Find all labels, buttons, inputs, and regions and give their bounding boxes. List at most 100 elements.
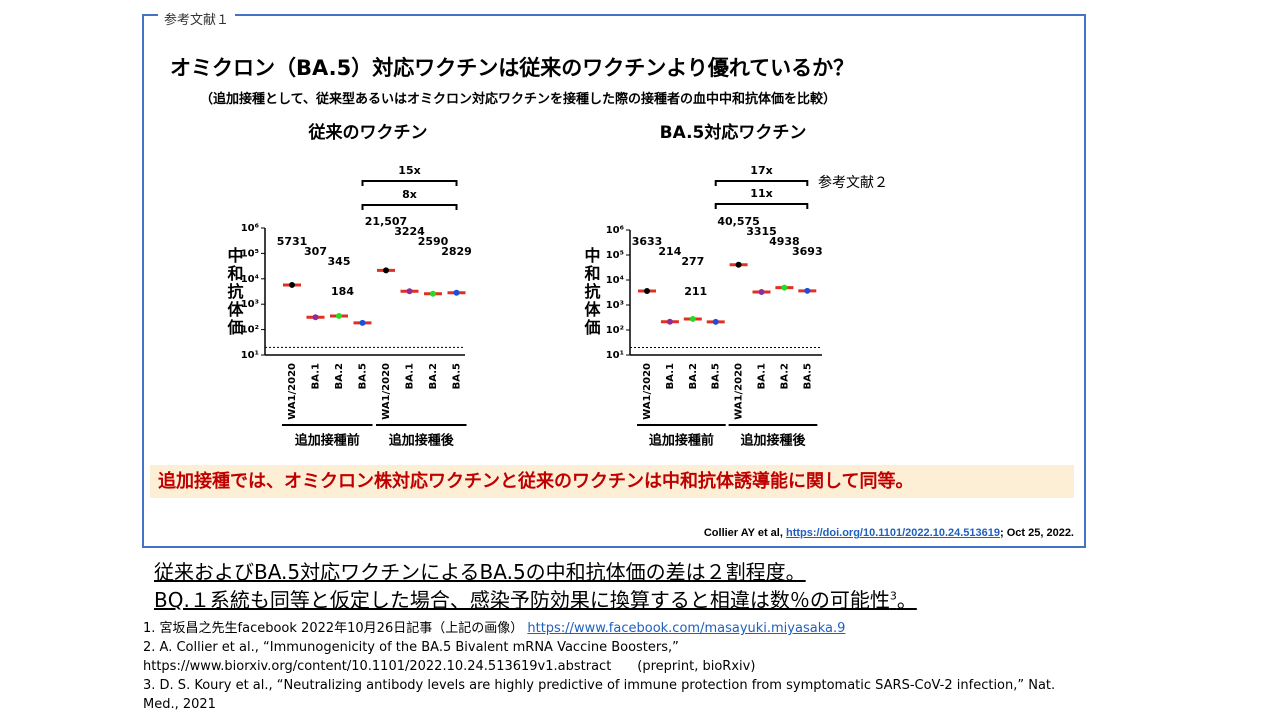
x-tick-label: BA.5 bbox=[711, 363, 722, 389]
y-tick-label: 10⁴ bbox=[241, 274, 259, 285]
group-dot bbox=[383, 267, 389, 274]
value-label: 345 bbox=[328, 255, 351, 268]
comparison-bracket bbox=[714, 180, 809, 186]
summary-2-text: BQ.１系統も同等と仮定した場合、感染予防効果に換算すると相違は数％の可能性 bbox=[154, 588, 890, 612]
comparison-bracket bbox=[361, 180, 458, 186]
comparison-bracket bbox=[361, 204, 458, 210]
x-tick-label: BA.1 bbox=[405, 363, 416, 389]
reference-mark: 参考文献２ bbox=[818, 175, 888, 191]
citation-link[interactable]: https://doi.org/10.1101/2022.10.24.51361… bbox=[785, 527, 1000, 539]
value-label: 214 bbox=[658, 245, 681, 258]
x-tick-label: WA1/2020 bbox=[642, 363, 653, 420]
value-label: 3693 bbox=[792, 245, 823, 258]
y-tick-label: 10⁵ bbox=[241, 248, 259, 259]
x-tick-label: BA.2 bbox=[688, 363, 699, 389]
group-dot bbox=[758, 288, 765, 295]
value-label: 3315 bbox=[746, 225, 777, 238]
y-tick-label: 10⁵ bbox=[606, 250, 624, 261]
x-tick-label: BA.1 bbox=[311, 363, 322, 389]
summary-sup: 3 bbox=[889, 589, 897, 603]
y-tick-label: 10⁶ bbox=[241, 223, 259, 234]
value-label: 307 bbox=[304, 245, 327, 258]
reference-2: 2. A. Collier et al., “Immunogenicity of… bbox=[143, 640, 679, 655]
x-tick-label: BA.5 bbox=[358, 363, 369, 389]
title: オミクロン（BA.5）対応ワクチンは従来のワクチンより優れているか？ bbox=[170, 56, 855, 80]
x-tick-label: BA.1 bbox=[665, 363, 676, 389]
reference-link[interactable]: https://www.facebook.com/masayuki.miyasa… bbox=[527, 621, 846, 636]
x-tick-label: WA1/2020 bbox=[287, 363, 298, 420]
group-label: 追加接種後 bbox=[389, 433, 455, 449]
group-dot bbox=[453, 289, 460, 296]
value-label: 277 bbox=[681, 255, 704, 268]
group-dot bbox=[406, 288, 413, 295]
box-label: 参考文献１ bbox=[158, 9, 236, 28]
reference-3: https://www.biorxiv.org/content/10.1101/… bbox=[143, 659, 756, 674]
value-label: 3224 bbox=[394, 225, 425, 238]
group-dot bbox=[359, 319, 366, 326]
value-label: 211 bbox=[684, 285, 707, 298]
y-tick-label: 10¹ bbox=[241, 350, 259, 361]
reference-1: 1. 宮坂昌之先生facebook 2022年10月26日記事（上記の画像） h… bbox=[143, 619, 1143, 638]
y-axis-label: 中和抗体価 bbox=[582, 246, 602, 337]
value-label: 2829 bbox=[441, 245, 472, 258]
group-dot bbox=[644, 287, 650, 294]
group-label: 追加接種前 bbox=[295, 433, 360, 449]
reference-text: 1. 宮坂昌之先生facebook 2022年10月26日記事（上記の画像） bbox=[143, 621, 524, 636]
summary-2: BQ.１系統も同等と仮定した場合、感染予防効果に換算すると相違は数％の可能性3。 bbox=[154, 584, 917, 613]
y-tick-label: 10³ bbox=[241, 299, 259, 310]
group-dot bbox=[336, 312, 342, 319]
group-dot bbox=[712, 318, 719, 325]
summary-1: 従来およびBA.5対応ワクチンによるBA.5の中和抗体価の差は２割程度。 bbox=[154, 560, 806, 584]
chart-title: 従来のワクチン bbox=[308, 122, 428, 143]
fold-change-label: 8x bbox=[402, 188, 417, 201]
x-tick-label: WA1/2020 bbox=[381, 363, 392, 420]
y-tick-label: 10⁶ bbox=[606, 225, 624, 236]
x-tick-label: WA1/2020 bbox=[734, 363, 745, 420]
citation-prefix: Collier AY et al, bbox=[703, 527, 786, 539]
group-dot bbox=[781, 284, 788, 291]
value-label: 184 bbox=[331, 285, 354, 298]
citation-suffix: ; Oct 25, 2022. bbox=[1000, 527, 1074, 539]
citation: Collier AY et al, https://doi.org/10.110… bbox=[704, 527, 1074, 539]
group-dot bbox=[804, 287, 811, 294]
value-label: 5731 bbox=[277, 235, 308, 248]
comparison-bracket bbox=[714, 203, 809, 209]
x-tick-label: BA.2 bbox=[334, 363, 345, 389]
group-dot bbox=[312, 314, 319, 321]
group-dot bbox=[666, 318, 673, 325]
value-label: 4938 bbox=[769, 235, 800, 248]
value-label: 21,507 bbox=[365, 215, 407, 228]
group-dot bbox=[289, 281, 295, 288]
group-label: 追加接種後 bbox=[740, 433, 806, 449]
x-tick-label: BA.2 bbox=[779, 363, 790, 389]
x-tick-label: BA.5 bbox=[452, 363, 463, 389]
chart-title: BA.5対応ワクチン bbox=[660, 122, 807, 143]
y-tick-label: 10³ bbox=[606, 300, 624, 311]
value-label: 3633 bbox=[632, 235, 663, 248]
content-box bbox=[142, 14, 1086, 548]
group-dot bbox=[430, 290, 436, 297]
y-tick-label: 10¹ bbox=[606, 350, 624, 361]
value-label: 2590 bbox=[418, 235, 449, 248]
y-tick-label: 10² bbox=[241, 325, 259, 336]
charts: 従来のワクチン 10¹ 10² 10³ 10⁴ 10⁵ 10⁶ 中和抗体価 5731 WA1/20… bbox=[225, 122, 823, 449]
y-axis-label: 中和抗体価 bbox=[225, 246, 245, 337]
summary-end: 。 bbox=[896, 588, 917, 612]
fold-change-label: 11x bbox=[750, 187, 772, 200]
conclusion: 追加接種では、オミクロン株対応ワクチンと従来のワクチンは中和抗体誘導能に関して同… bbox=[150, 465, 1074, 498]
y-tick-label: 10² bbox=[606, 325, 624, 336]
group-dot bbox=[689, 315, 696, 322]
fold-change-label: 15x bbox=[398, 164, 420, 177]
subtitle: （追加接種として、従来型あるいはオミクロン対応ワクチンを接種した際の接種者の血中… bbox=[200, 92, 836, 107]
reference-4: 3. D. S. Koury et al., “Neutralizing ant… bbox=[143, 678, 1056, 712]
x-tick-label: BA.1 bbox=[757, 363, 768, 389]
fold-change-label: 17x bbox=[750, 164, 772, 177]
x-tick-label: BA.5 bbox=[802, 363, 813, 389]
y-tick-label: 10⁴ bbox=[606, 275, 624, 286]
references: 1. 宮坂昌之先生facebook 2022年10月26日記事（上記の画像） h… bbox=[143, 619, 1143, 714]
x-tick-label: BA.2 bbox=[428, 363, 439, 389]
group-dot bbox=[735, 261, 742, 268]
value-label: 40,575 bbox=[717, 215, 759, 228]
group-label: 追加接種前 bbox=[649, 433, 714, 449]
